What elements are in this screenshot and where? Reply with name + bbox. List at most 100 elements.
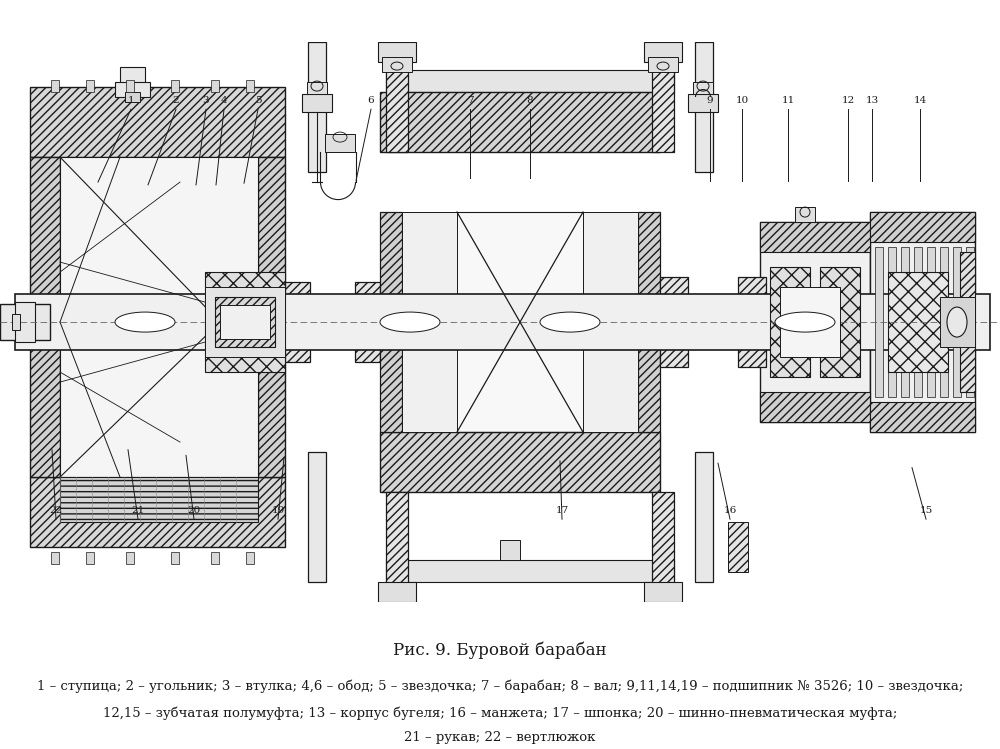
Text: 2: 2 <box>173 97 179 106</box>
Text: 1: 1 <box>128 97 134 106</box>
Bar <box>386 42 408 152</box>
Bar <box>966 247 974 397</box>
Bar <box>888 247 896 397</box>
Bar <box>382 57 412 72</box>
Bar <box>500 540 520 560</box>
Bar <box>960 252 975 392</box>
Bar <box>125 92 140 102</box>
Bar <box>652 492 674 602</box>
Bar <box>60 477 258 522</box>
Bar <box>211 552 219 564</box>
Text: 4: 4 <box>221 97 227 106</box>
Bar <box>15 294 990 350</box>
Bar <box>51 80 59 92</box>
Bar <box>688 94 718 112</box>
Ellipse shape <box>947 307 967 337</box>
Bar <box>770 267 810 377</box>
Bar <box>0 304 50 340</box>
Bar <box>378 42 416 62</box>
Bar <box>285 282 310 362</box>
Text: 13: 13 <box>865 97 879 106</box>
Bar <box>660 277 688 367</box>
Bar <box>870 212 975 242</box>
Bar <box>60 157 258 477</box>
Bar <box>693 82 713 94</box>
Bar <box>355 282 380 362</box>
Bar <box>308 452 326 582</box>
Bar <box>870 402 975 432</box>
Bar <box>126 552 134 564</box>
Bar <box>940 247 948 397</box>
Ellipse shape <box>115 312 175 332</box>
Bar <box>380 212 402 432</box>
Text: 11: 11 <box>781 97 795 106</box>
Bar <box>30 157 60 477</box>
Text: 21: 21 <box>131 506 145 515</box>
Bar <box>728 522 748 572</box>
Bar <box>246 80 254 92</box>
Text: 21 – рукав; 22 – вертлюжок: 21 – рукав; 22 – вертлюжок <box>404 730 596 744</box>
Bar <box>875 247 883 397</box>
Bar <box>386 70 674 92</box>
Bar <box>86 80 94 92</box>
Bar <box>940 297 975 347</box>
Text: 8: 8 <box>527 97 533 106</box>
Text: 19: 19 <box>271 506 285 515</box>
Ellipse shape <box>775 312 835 332</box>
Text: 7: 7 <box>467 97 473 106</box>
Bar <box>820 267 860 377</box>
Text: 9: 9 <box>707 97 713 106</box>
Ellipse shape <box>380 312 440 332</box>
Bar <box>380 432 660 492</box>
Bar <box>205 272 285 372</box>
Bar <box>115 82 150 97</box>
Text: 3: 3 <box>203 97 209 106</box>
Bar <box>914 247 922 397</box>
Bar <box>644 582 682 602</box>
Text: 14: 14 <box>913 97 927 106</box>
Bar <box>246 552 254 564</box>
Bar <box>86 552 94 564</box>
Bar <box>583 212 638 432</box>
Bar <box>15 302 35 342</box>
Bar <box>888 272 948 372</box>
Bar <box>870 212 975 432</box>
Bar <box>695 42 713 172</box>
Text: 1 – ступица; 2 – угольник; 3 – втулка; 4,6 – обод; 5 – звездочка; 7 – барабан; 8: 1 – ступица; 2 – угольник; 3 – втулка; 4… <box>37 680 963 694</box>
Bar <box>307 82 327 94</box>
Bar <box>760 392 870 422</box>
Bar <box>402 212 457 432</box>
Bar <box>760 222 870 252</box>
Bar <box>258 157 285 477</box>
Bar <box>780 287 840 357</box>
Bar <box>953 247 961 397</box>
Text: 12: 12 <box>841 97 855 106</box>
Bar <box>644 42 682 62</box>
Text: 5: 5 <box>255 97 261 106</box>
Bar <box>205 287 285 357</box>
Bar <box>652 42 674 152</box>
Bar <box>120 67 145 87</box>
Bar <box>648 57 678 72</box>
Bar <box>386 560 674 582</box>
Text: 17: 17 <box>555 506 569 515</box>
Bar <box>215 297 275 347</box>
Bar <box>695 452 713 582</box>
Bar <box>51 552 59 564</box>
Bar <box>126 80 134 92</box>
Text: 16: 16 <box>723 506 737 515</box>
Bar <box>220 305 270 339</box>
Bar <box>171 80 179 92</box>
Ellipse shape <box>540 312 600 332</box>
Bar <box>795 207 815 222</box>
Bar <box>12 314 20 330</box>
Bar <box>325 134 355 152</box>
Bar <box>378 582 416 602</box>
Bar <box>901 247 909 397</box>
Bar <box>302 94 332 112</box>
Text: 6: 6 <box>368 97 374 106</box>
Bar <box>30 87 285 157</box>
Text: 20: 20 <box>187 506 201 515</box>
Bar <box>171 552 179 564</box>
Bar <box>760 222 870 422</box>
